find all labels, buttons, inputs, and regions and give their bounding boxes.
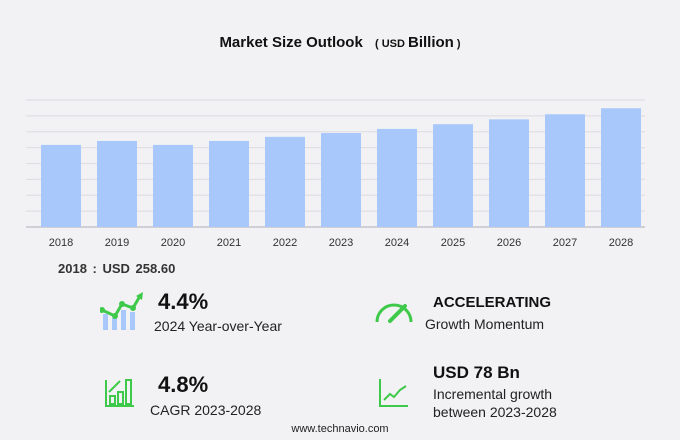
footer-url: www.technavio.com — [291, 423, 389, 435]
incremental-value: USD 78 Bn — [433, 363, 520, 383]
incremental-label-2: between 2023-2028 — [433, 404, 557, 420]
yoy-value: 4.4% — [158, 289, 209, 315]
speedometer-icon — [375, 303, 413, 323]
unit-label: ( USD Billion ) — [374, 34, 461, 51]
x-tick-label: 2020 — [161, 237, 185, 249]
base-year-value: 2018 : USD 258.60 — [58, 261, 176, 276]
x-tick-label: 2027 — [553, 237, 577, 249]
bar-2023 — [321, 133, 361, 227]
x-tick-label: 2022 — [273, 237, 297, 249]
title-text: Market Size Outlook — [219, 34, 363, 51]
bar-2022 — [265, 136, 305, 227]
bar-2021 — [209, 140, 249, 227]
growth-chart-icon — [100, 292, 143, 330]
bar-chart: 2018 2019 2020 2021 2022 2023 2024 2025 2026 2027… — [26, 99, 645, 249]
x-tick-label: 2023 — [329, 237, 353, 249]
x-tick-label: 2025 — [441, 237, 465, 249]
bar-2018 — [41, 144, 81, 227]
bar-2028 — [601, 108, 641, 227]
bar-2025 — [433, 124, 473, 227]
yoy-label: 2024 Year-over-Year — [154, 318, 282, 334]
x-tick-label: 2019 — [105, 237, 129, 249]
chart-title: Market Size Outlook ( USD Billion ) — [0, 34, 680, 51]
incremental-label-1: Incremental growth — [433, 386, 553, 402]
x-tick-label: 2028 — [609, 237, 633, 249]
bar-2024 — [377, 128, 417, 227]
bar-2019 — [97, 140, 137, 227]
bar-2027 — [545, 114, 585, 227]
cagr-label: CAGR 2023-2028 — [150, 402, 262, 418]
line-growth-icon — [379, 379, 408, 407]
x-tick-label: 2021 — [217, 237, 241, 249]
momentum-label: Growth Momentum — [425, 316, 545, 332]
x-tick-label: 2026 — [497, 237, 521, 249]
bar-growth-icon — [105, 379, 134, 407]
bar-2026 — [489, 119, 529, 227]
momentum-value: ACCELERATING — [433, 294, 552, 311]
x-tick-label: 2018 — [49, 237, 73, 249]
cagr-value: 4.8% — [158, 372, 209, 398]
x-tick-label: 2024 — [385, 237, 409, 249]
bar-2020 — [153, 144, 193, 227]
